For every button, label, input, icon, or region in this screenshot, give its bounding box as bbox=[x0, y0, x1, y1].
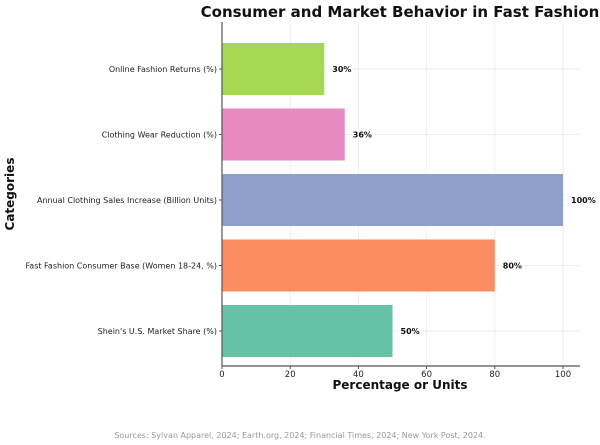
y-tick-label: Fast Fashion Consumer Base (Women 18-24,… bbox=[25, 262, 217, 271]
chart-title: Consumer and Market Behavior in Fast Fas… bbox=[201, 3, 600, 21]
data-label: 50% bbox=[401, 327, 420, 336]
x-tick-label: 20 bbox=[285, 370, 296, 380]
data-label: 80% bbox=[503, 262, 522, 271]
bar bbox=[222, 239, 495, 292]
x-tick-label: 80 bbox=[489, 370, 500, 380]
bar bbox=[222, 108, 345, 161]
y-tick-label: Clothing Wear Reduction (%) bbox=[102, 131, 217, 140]
y-axis-label: Categories bbox=[3, 158, 17, 231]
x-tick-label: 60 bbox=[421, 370, 432, 380]
y-tick-label: Shein's U.S. Market Share (%) bbox=[98, 327, 217, 336]
bar bbox=[222, 174, 563, 226]
y-tick-label: Online Fashion Returns (%) bbox=[109, 65, 217, 74]
x-axis-label: Percentage or Units bbox=[332, 378, 467, 392]
data-label: 36% bbox=[353, 131, 372, 140]
x-tick-label: 40 bbox=[353, 370, 364, 380]
bar bbox=[222, 305, 393, 357]
x-tick-label: 0 bbox=[219, 370, 224, 380]
x-tick-label: 100 bbox=[555, 370, 571, 380]
source-note: Sources: Sylvan Apparel, 2024; Earth.org… bbox=[114, 431, 485, 440]
bar bbox=[222, 43, 325, 95]
data-label: 100% bbox=[571, 196, 596, 205]
y-tick-label: Annual Clothing Sales Increase (Billion … bbox=[37, 196, 217, 205]
data-label: 30% bbox=[332, 65, 351, 74]
